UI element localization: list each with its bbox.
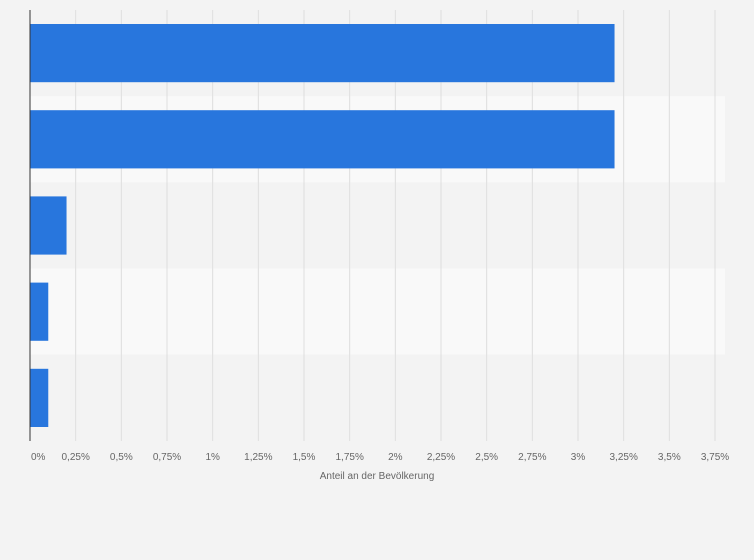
- x-tick-label: 1,75%: [335, 452, 363, 463]
- bar[interactable]: [30, 110, 615, 169]
- x-tick-label: 3,25%: [609, 452, 637, 463]
- x-tick-label: 2%: [388, 452, 403, 463]
- bar[interactable]: [30, 368, 49, 427]
- bar[interactable]: [30, 196, 67, 255]
- x-tick-label: 0,75%: [153, 452, 181, 463]
- x-tick-label: 0,5%: [110, 452, 133, 463]
- row-band: [30, 268, 725, 355]
- x-tick-label: 2,5%: [475, 452, 498, 463]
- x-tick-label: 1,25%: [244, 452, 272, 463]
- x-tick-label: 1%: [205, 452, 220, 463]
- x-tick-label: 3,5%: [658, 452, 681, 463]
- row-band: [30, 182, 725, 269]
- row-band: [30, 354, 725, 441]
- x-tick-label: 0,25%: [61, 452, 89, 463]
- x-tick-label: 3,75%: [701, 452, 729, 463]
- bar[interactable]: [30, 282, 49, 341]
- x-tick-label: 0%: [31, 452, 46, 463]
- x-tick-labels: 0% 0,25% 0,5% 0,75% 1% 1,25% 1,5% 1,75% 2% 2,25% 2…: [31, 452, 729, 463]
- x-axis-title: Anteil an der Bevölkerung: [320, 471, 435, 482]
- x-tick-label: 1,5%: [293, 452, 316, 463]
- x-tick-label: 2,75%: [518, 452, 546, 463]
- bar[interactable]: [30, 24, 615, 83]
- x-tick-label: 3%: [571, 452, 586, 463]
- x-tick-label: 2,25%: [427, 452, 455, 463]
- bars: [30, 24, 615, 427]
